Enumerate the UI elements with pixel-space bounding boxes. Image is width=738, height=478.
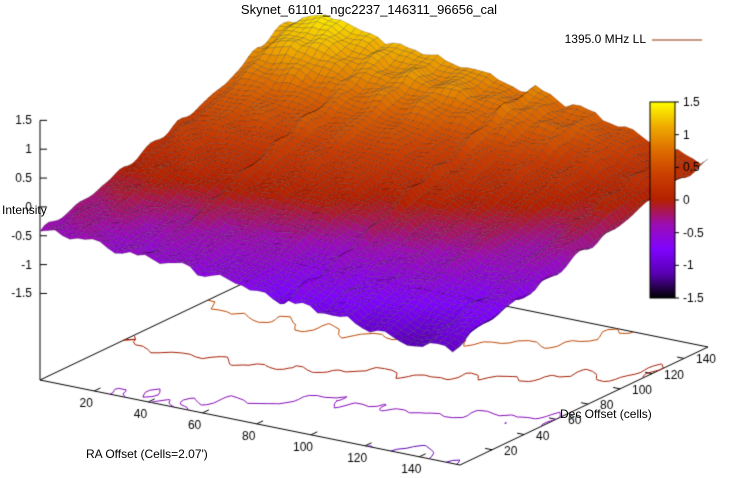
z-axis-label: Intensity bbox=[2, 203, 47, 217]
plot-title: Skynet_61101_ngc2237_146311_96656_cal bbox=[240, 2, 498, 17]
legend-label: 1395.0 MHz LL bbox=[564, 32, 646, 46]
x-axis-label: RA Offset (Cells=2.07') bbox=[86, 447, 208, 461]
y-axis-label: Dec Offset (cells) bbox=[560, 407, 652, 421]
